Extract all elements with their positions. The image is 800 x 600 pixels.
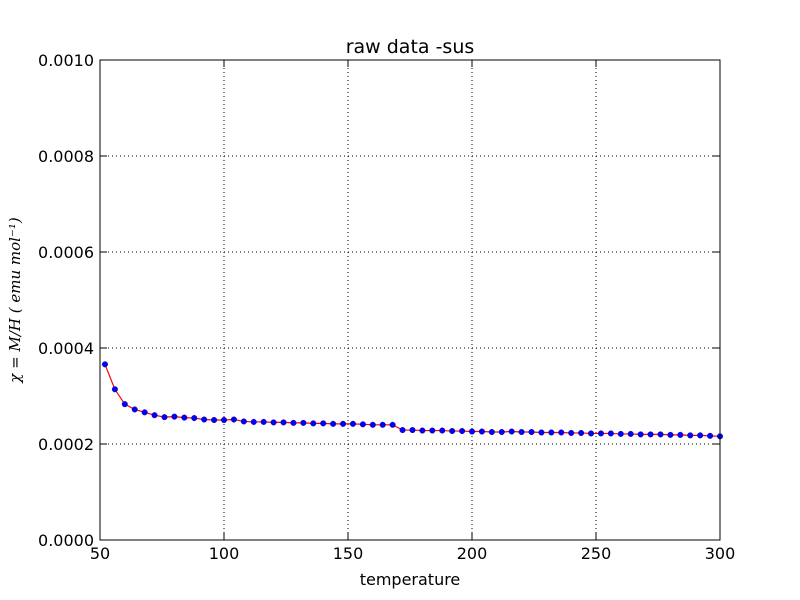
data-point	[369, 421, 376, 428]
data-point	[379, 421, 386, 428]
data-point	[469, 428, 476, 435]
data-point	[667, 431, 674, 438]
data-point	[389, 421, 396, 428]
y-axis-label: χ = M/H ( emu mol⁻¹)	[6, 217, 24, 384]
data-point	[201, 416, 208, 423]
data-point	[349, 420, 356, 427]
x-tick-label: 100	[209, 544, 240, 563]
x-tick-label: 50	[90, 544, 110, 563]
x-tick-label: 150	[333, 544, 364, 563]
data-point	[211, 417, 218, 424]
data-point	[320, 420, 327, 427]
data-point	[518, 429, 525, 436]
data-point	[359, 421, 366, 428]
data-point	[419, 427, 426, 434]
data-point	[597, 430, 604, 437]
data-point	[538, 429, 545, 436]
data-point	[588, 430, 595, 437]
plot-frame	[99, 59, 721, 541]
data-point	[399, 427, 406, 434]
data-point	[300, 419, 307, 426]
data-point	[627, 430, 634, 437]
y-tick-label: 0.0004	[38, 339, 94, 358]
x-tick-label: 200	[457, 544, 488, 563]
data-point	[330, 420, 337, 427]
series-layer	[101, 361, 724, 440]
data-point	[240, 418, 247, 425]
y-tick-label: 0.0008	[38, 147, 94, 166]
data-point	[478, 428, 485, 435]
data-point	[161, 414, 168, 421]
data-point	[111, 386, 118, 393]
data-point	[131, 406, 138, 413]
data-point	[280, 419, 287, 426]
data-point	[528, 429, 535, 436]
data-point	[290, 419, 297, 426]
data-point	[121, 401, 128, 408]
data-point	[171, 413, 178, 420]
data-point	[310, 420, 317, 427]
data-point	[568, 429, 575, 436]
data-point	[657, 431, 664, 438]
x-axis-label: temperature	[360, 570, 461, 589]
data-point	[677, 431, 684, 438]
data-point	[637, 431, 644, 438]
data-point	[687, 432, 694, 439]
y-tick-label: 0.0006	[38, 243, 94, 262]
data-point	[260, 418, 267, 425]
y-tick-label: 0.0002	[38, 435, 94, 454]
data-point	[141, 409, 148, 416]
data-point	[508, 428, 515, 435]
data-point	[558, 429, 565, 436]
data-point	[548, 429, 555, 436]
data-point	[181, 414, 188, 421]
data-point	[340, 420, 347, 427]
data-point	[191, 415, 198, 422]
data-point	[459, 428, 466, 435]
data-point	[270, 419, 277, 426]
data-point	[617, 430, 624, 437]
data-point	[429, 427, 436, 434]
data-point	[101, 361, 108, 368]
data-point	[578, 429, 585, 436]
tick-marks	[99, 59, 721, 541]
y-tick-label: 0.0010	[38, 51, 94, 70]
data-point	[230, 416, 237, 423]
data-point	[607, 430, 614, 437]
data-point	[151, 412, 158, 419]
x-tick-label: 250	[581, 544, 612, 563]
data-point	[488, 429, 495, 436]
grid-lines	[100, 60, 720, 540]
data-point	[250, 418, 257, 425]
tick-labels: 50 100 150 200 250 300 0.0000 0.0002 0.0004 0.000…	[38, 51, 735, 563]
data-point	[697, 432, 704, 439]
x-tick-label: 300	[705, 544, 736, 563]
y-tick-label: 0.0000	[38, 531, 94, 550]
data-point	[439, 427, 446, 434]
series-line	[104, 364, 721, 437]
data-point	[647, 431, 654, 438]
chart-title: raw data -sus	[346, 36, 475, 58]
data-point	[220, 417, 227, 424]
data-point	[707, 432, 714, 439]
data-point	[409, 427, 416, 434]
data-point	[498, 429, 505, 436]
data-point	[449, 428, 456, 435]
